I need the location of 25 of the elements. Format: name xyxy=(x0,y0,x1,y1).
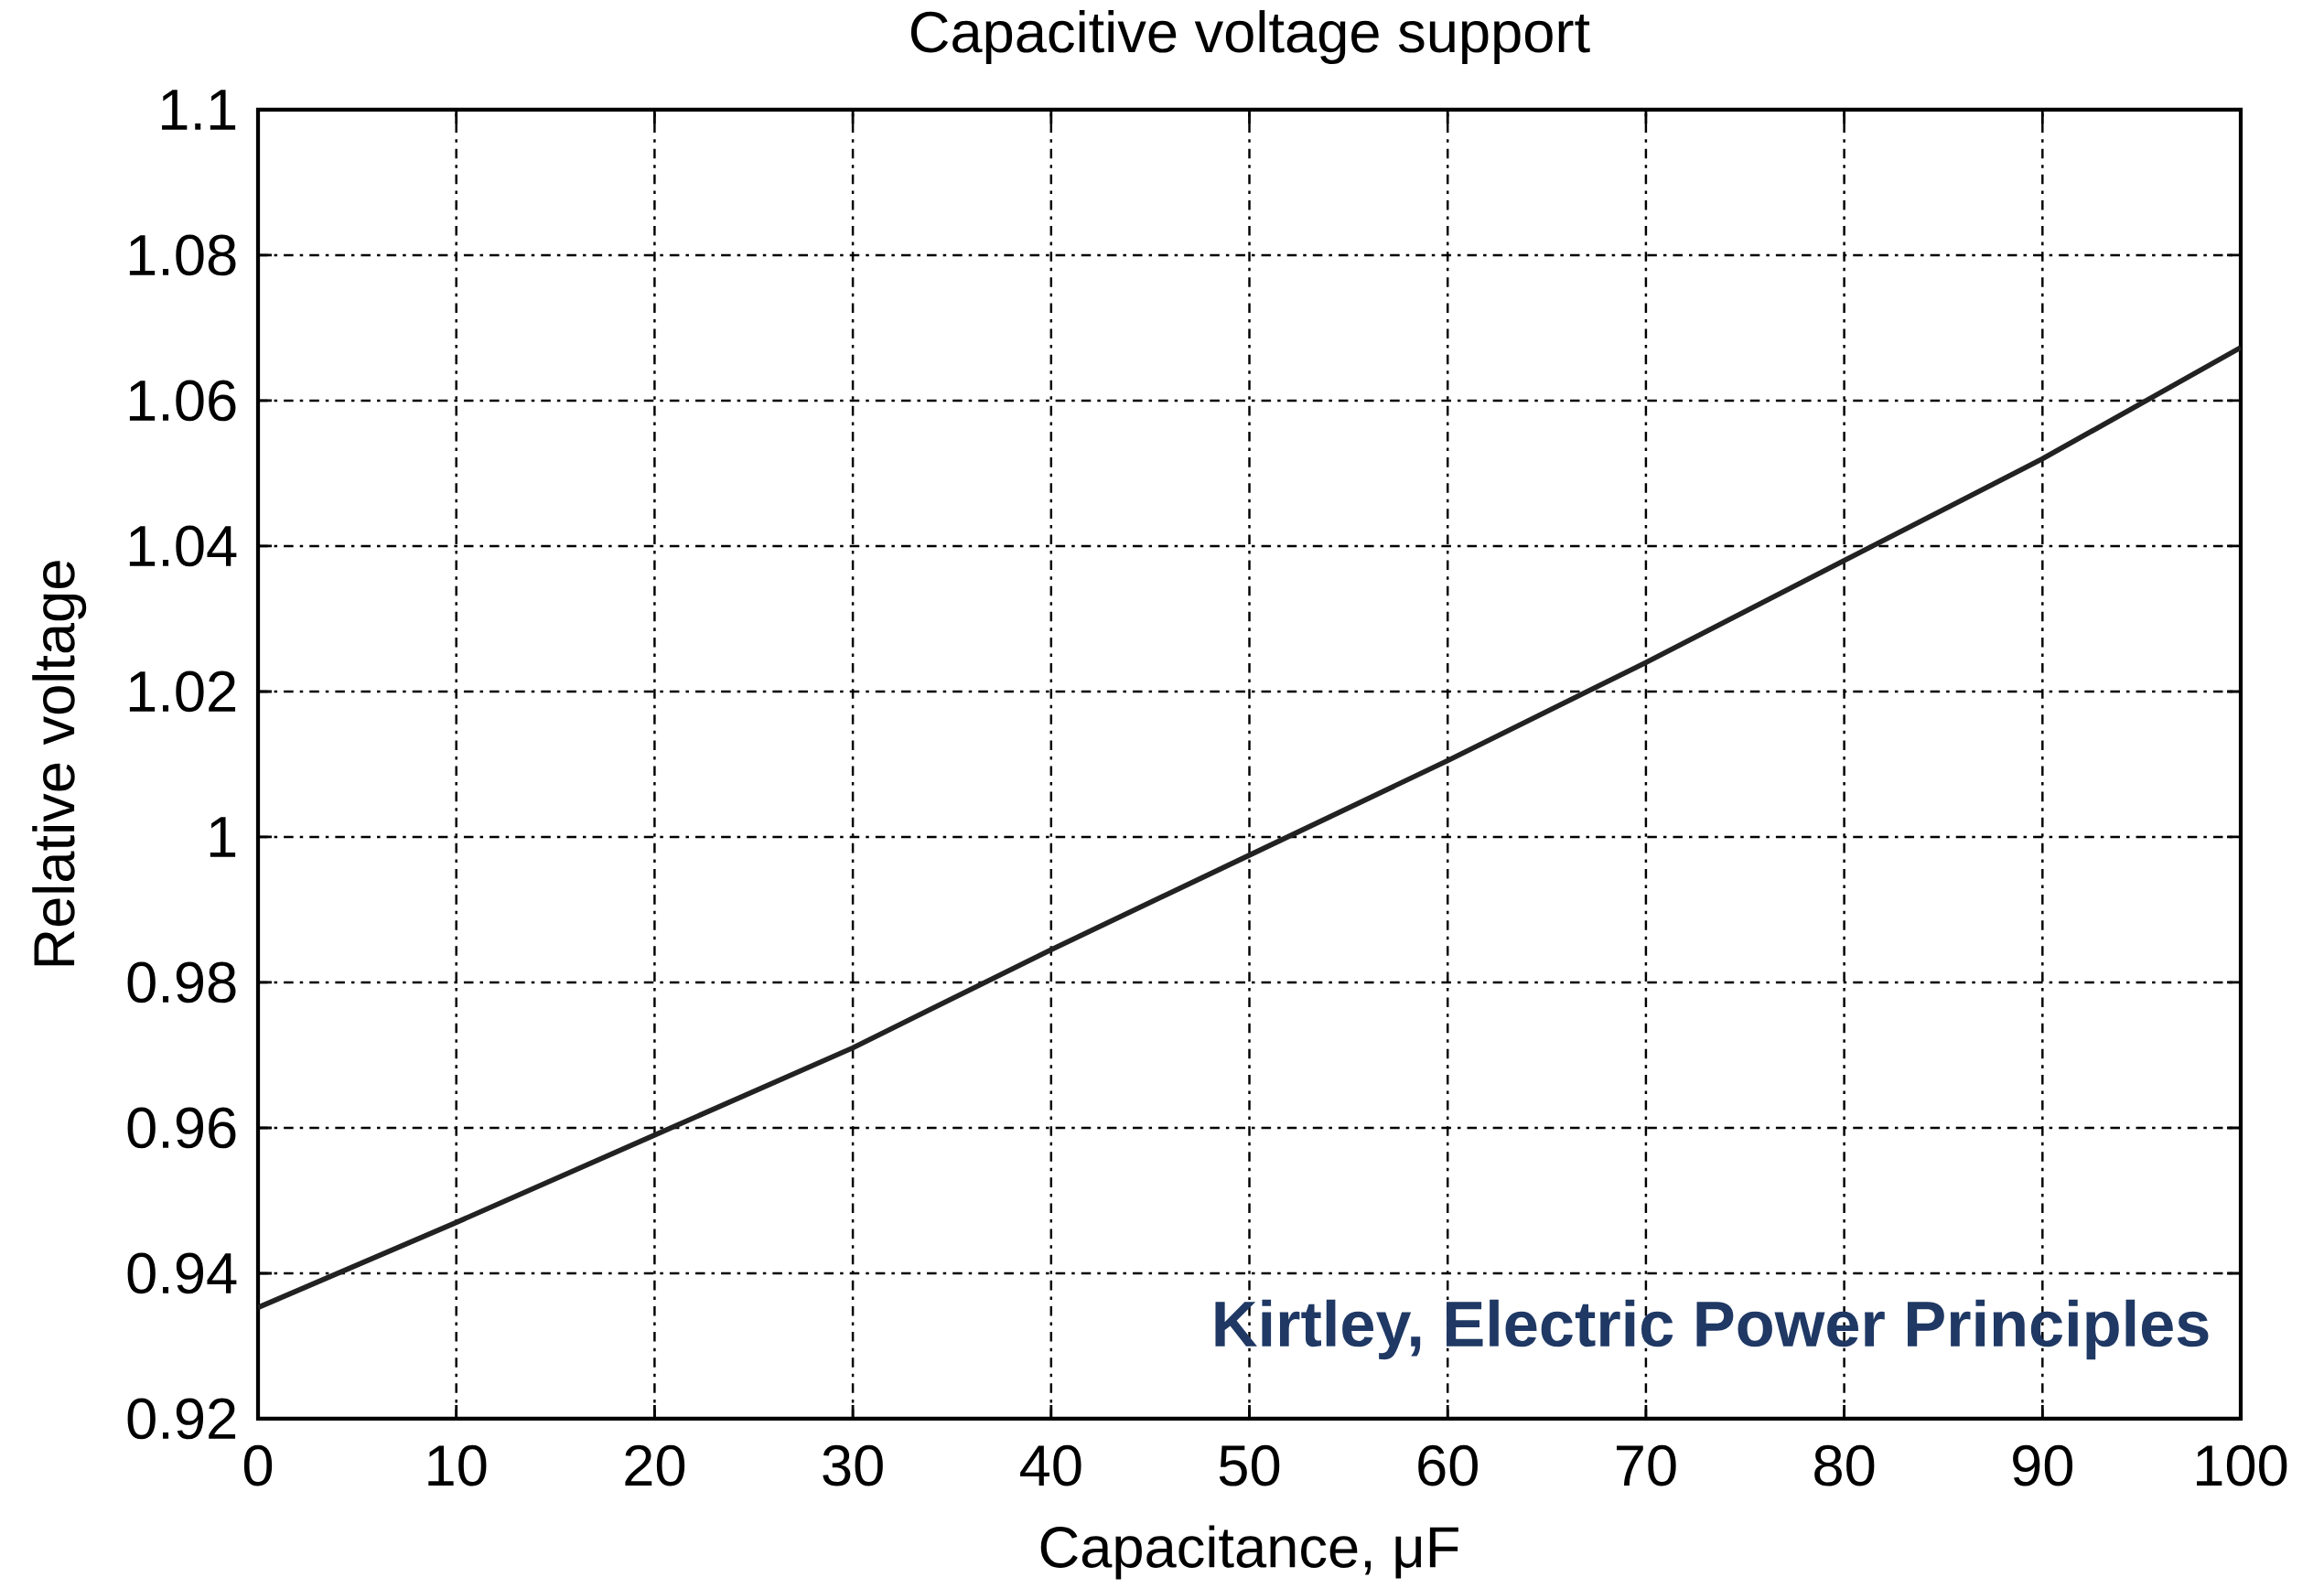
y-tick-label: 1.1 xyxy=(162,90,236,130)
y-tick-label: 1.02 xyxy=(129,671,236,713)
y-tick-label: 0.92 xyxy=(127,1398,236,1440)
x-tick-label: 80 xyxy=(1814,1444,1875,1486)
x-axis-title: Capacitance, μF xyxy=(1040,1525,1458,1580)
x-tick-label: 0 xyxy=(243,1444,273,1486)
x-tick-label: 40 xyxy=(1020,1444,1081,1486)
y-tick-label: 0.94 xyxy=(127,1252,237,1294)
x-tick-label: 70 xyxy=(1616,1444,1676,1486)
x-tick-label: 90 xyxy=(2013,1444,2073,1486)
y-axis-title: Relative voltage xyxy=(32,561,87,966)
annotation: Kirtley, Electric Power Principles xyxy=(1215,1299,2209,1360)
y-tick-label: 1.04 xyxy=(129,525,237,567)
y-tick-label: 1.08 xyxy=(129,234,236,276)
chart-title: Capacitive voltage support xyxy=(910,10,1590,65)
y-tick-label: 1.06 xyxy=(129,380,236,422)
x-tick-label: 50 xyxy=(1219,1444,1280,1486)
x-tick-label: 100 xyxy=(2197,1444,2287,1486)
y-tick-label: 0.96 xyxy=(127,1107,236,1149)
y-tick-label: 0.98 xyxy=(127,961,236,1003)
y-tick-label: 1 xyxy=(210,817,236,857)
x-tick-label: 60 xyxy=(1418,1444,1478,1486)
x-tick-label: 20 xyxy=(625,1444,685,1486)
x-tick-label: 10 xyxy=(428,1444,487,1486)
x-tick-label: 30 xyxy=(823,1444,883,1486)
